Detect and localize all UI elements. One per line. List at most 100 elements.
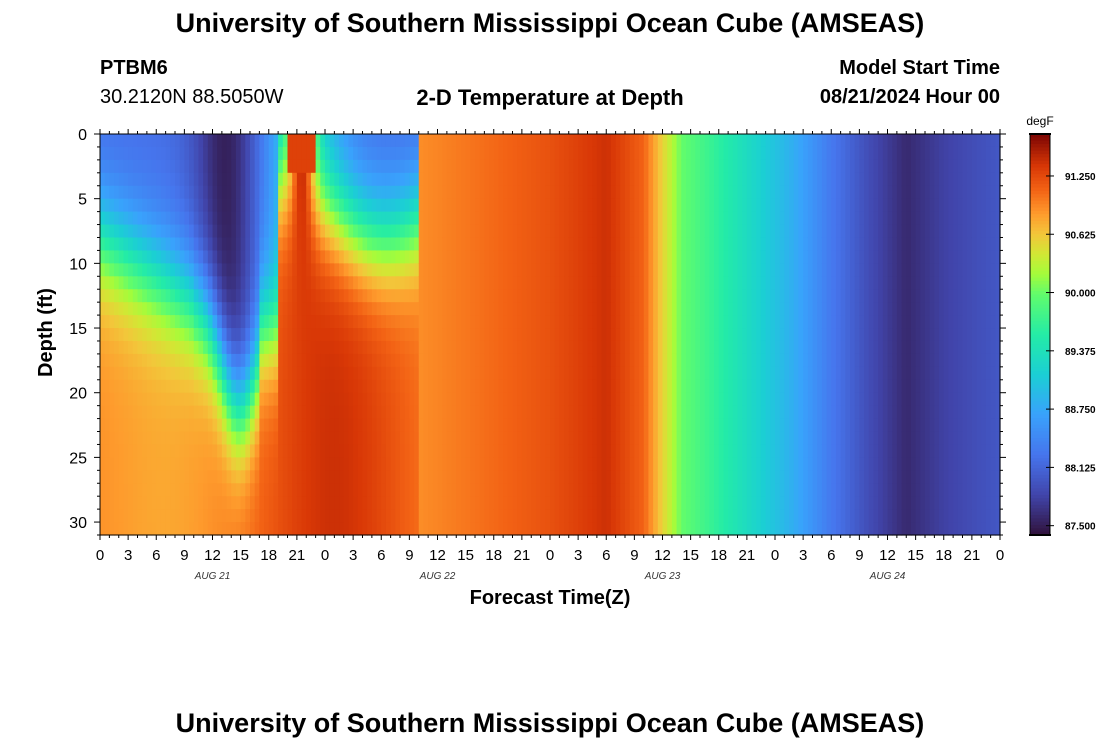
heatmap-cell: [315, 134, 321, 148]
heatmap-cell: [517, 444, 523, 458]
heatmap-cell: [151, 496, 157, 510]
heatmap-cell: [700, 315, 706, 329]
heatmap-cell: [212, 276, 218, 290]
heatmap-cell: [489, 353, 495, 368]
heatmap-cell: [601, 470, 607, 484]
heatmap-cell: [240, 211, 246, 226]
heatmap-cell: [207, 522, 214, 536]
heatmap-cell: [353, 483, 359, 497]
heatmap-cell: [428, 185, 434, 200]
heatmap-cell: [385, 146, 392, 161]
heatmap-cell: [671, 522, 678, 536]
heatmap-cell: [714, 392, 720, 407]
heatmap-cell: [479, 366, 485, 381]
heatmap-cell: [554, 263, 560, 277]
heatmap-cell: [718, 483, 725, 497]
heatmap-cell: [610, 302, 617, 316]
heatmap-cell: [512, 353, 518, 368]
heatmap-cell: [507, 198, 514, 213]
heatmap-cell: [550, 134, 556, 148]
heatmap-cell: [535, 315, 542, 329]
heatmap-cell: [231, 302, 237, 316]
heatmap-cell: [610, 470, 617, 484]
heatmap-cell: [765, 224, 771, 239]
heatmap-cell: [123, 457, 129, 471]
heatmap-cell: [704, 172, 710, 187]
heatmap-cell: [779, 457, 785, 471]
heatmap-cell: [254, 198, 260, 213]
heatmap-cell: [100, 509, 106, 523]
heatmap-cell: [146, 159, 153, 174]
heatmap-cell: [296, 198, 303, 213]
heatmap-cell: [339, 379, 345, 394]
heatmap-cell: [170, 198, 176, 213]
heatmap-cell: [648, 185, 654, 200]
heatmap-cell: [156, 224, 162, 239]
heatmap-cell: [475, 224, 481, 239]
heatmap-cell: [685, 224, 692, 239]
heatmap-cell: [718, 392, 725, 407]
heatmap-cell: [193, 444, 200, 458]
heatmap-cell: [109, 185, 115, 200]
heatmap-cell: [671, 185, 678, 200]
heatmap-cell: [817, 315, 823, 329]
heatmap-cell: [142, 289, 148, 303]
heatmap-cell: [282, 470, 289, 484]
heatmap-cell: [460, 522, 467, 536]
heatmap-cell: [156, 431, 162, 446]
heatmap-cell: [545, 353, 551, 368]
heatmap-cell: [404, 444, 410, 458]
heatmap-cell: [587, 379, 593, 394]
heatmap-cell: [456, 302, 462, 316]
heatmap-cell: [775, 483, 781, 497]
heatmap-cell: [489, 263, 495, 277]
heatmap-cell: [414, 172, 420, 187]
heatmap-cell: [671, 263, 678, 277]
heatmap-cell: [639, 224, 645, 239]
heatmap-cell: [550, 263, 556, 277]
heatmap-cell: [235, 496, 242, 510]
heatmap-cell: [151, 522, 157, 536]
heatmap-cell: [526, 444, 532, 458]
heatmap-cell: [765, 328, 771, 342]
heatmap-cell: [540, 405, 546, 420]
heatmap-cell: [334, 328, 340, 342]
heatmap-cell: [451, 237, 457, 252]
heatmap-cell: [175, 522, 181, 536]
heatmap-cell: [343, 353, 350, 368]
heatmap-cell: [409, 172, 415, 187]
heatmap-cell: [709, 457, 715, 471]
heatmap-cell: [325, 444, 331, 458]
heatmap-cell: [264, 159, 270, 174]
heatmap-cell: [165, 522, 171, 536]
heatmap-cell: [545, 172, 551, 187]
heatmap-cell: [264, 457, 270, 471]
heatmap-cell: [690, 211, 696, 226]
heatmap-cell: [657, 289, 664, 303]
heatmap-cell: [339, 353, 345, 368]
heatmap-cell: [156, 509, 162, 523]
heatmap-cell: [259, 379, 265, 394]
heatmap-cell: [118, 444, 125, 458]
heatmap-cell: [765, 444, 771, 458]
heatmap-cell: [817, 353, 823, 368]
heatmap-cell: [315, 159, 321, 174]
heatmap-cell: [620, 483, 626, 497]
heatmap-cell: [118, 302, 125, 316]
heatmap-cell: [512, 470, 518, 484]
heatmap-cell: [685, 353, 692, 368]
heatmap-cell: [831, 431, 837, 446]
heatmap-cell: [484, 302, 490, 316]
heatmap-cell: [479, 457, 485, 471]
heatmap-cell: [625, 353, 631, 368]
heatmap-cell: [432, 418, 439, 433]
heatmap-cell: [428, 353, 434, 368]
heatmap-cell: [348, 444, 354, 458]
heatmap-cell: [118, 509, 125, 523]
heatmap-cell: [203, 159, 209, 174]
heatmap-cell: [503, 457, 509, 471]
heatmap-cell: [315, 315, 321, 329]
heatmap-cell: [100, 444, 106, 458]
heatmap-cell: [221, 444, 228, 458]
heatmap-cell: [714, 198, 720, 213]
